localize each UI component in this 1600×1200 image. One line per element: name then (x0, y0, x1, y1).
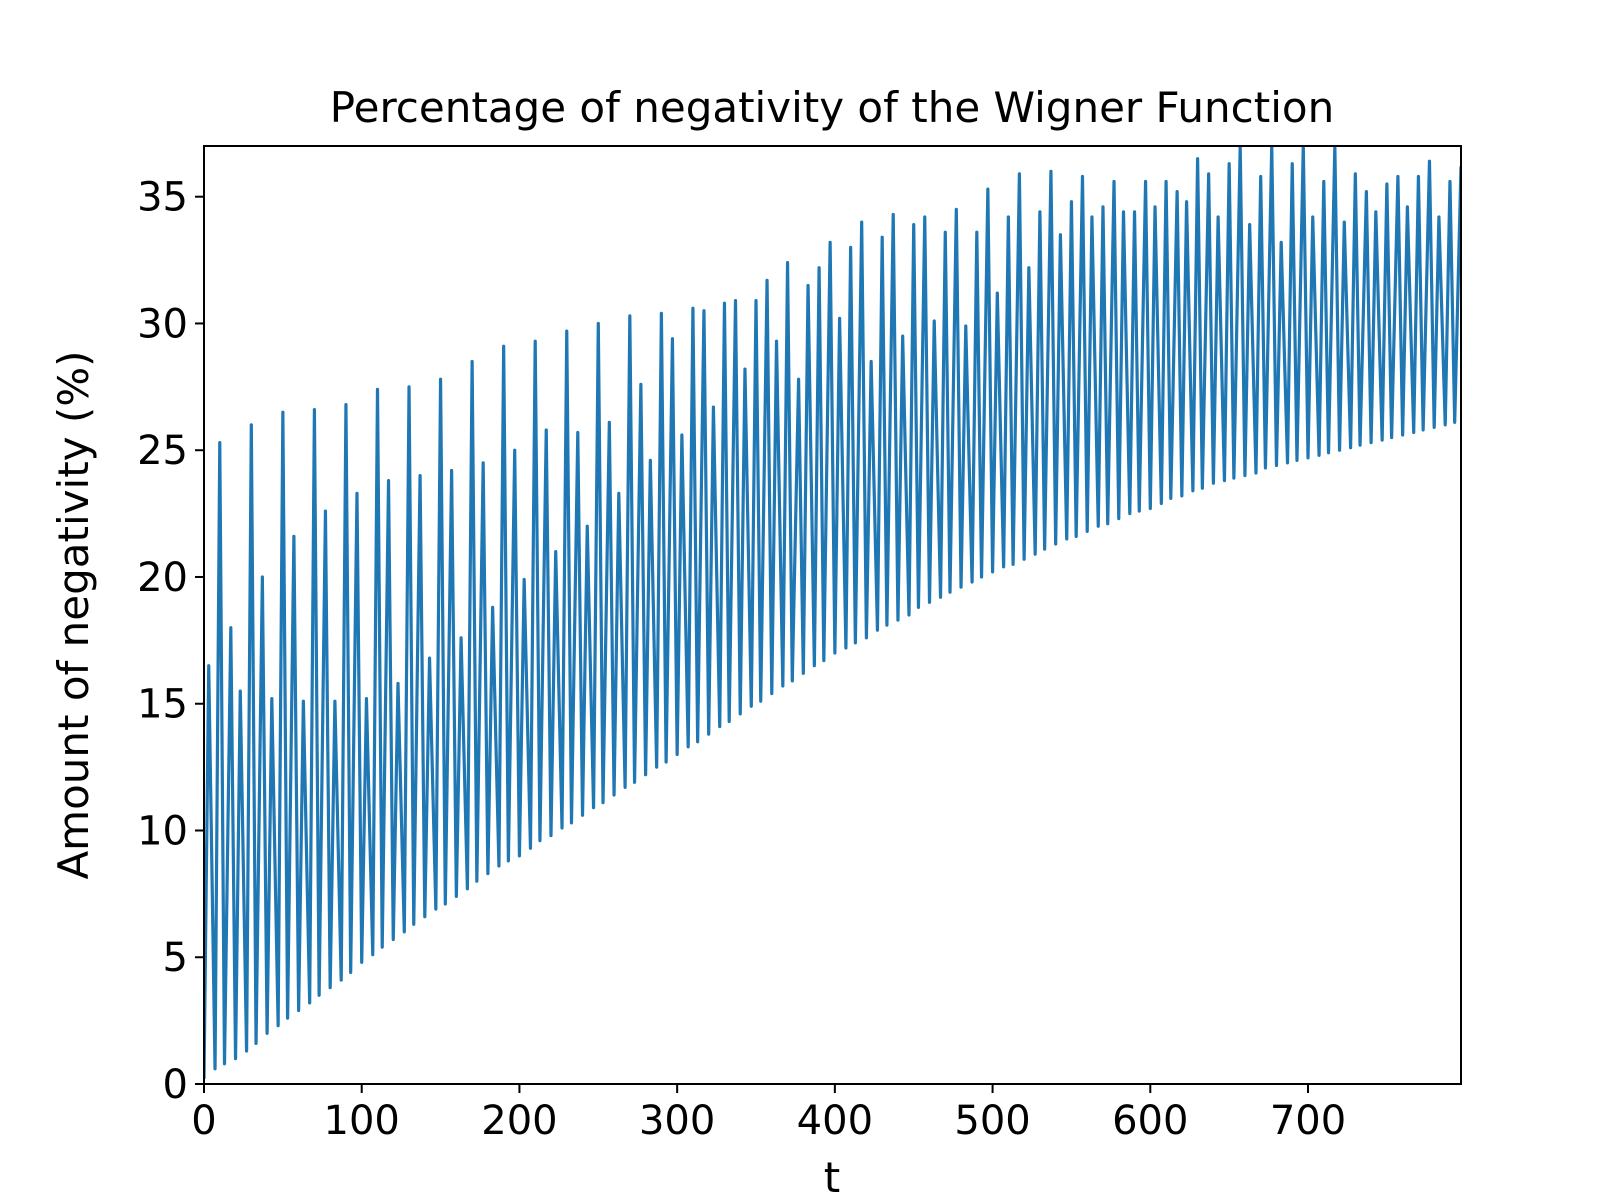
x-tick-label: 500 (954, 1098, 1030, 1144)
y-tick-label: 15 (137, 682, 188, 728)
x-axis-label: t (824, 1153, 840, 1200)
y-tick-label: 5 (163, 935, 188, 981)
y-tick-label: 20 (137, 555, 188, 601)
x-tick-label: 600 (1112, 1098, 1188, 1144)
y-tick-label: 35 (137, 175, 188, 221)
x-tick-label: 700 (1270, 1098, 1346, 1144)
data-line (204, 146, 1461, 1079)
y-tick-label: 10 (137, 808, 188, 854)
plot-frame (203, 145, 1462, 1085)
y-tick-label: 25 (137, 428, 188, 474)
x-tick-label: 100 (324, 1098, 400, 1144)
y-tick-label: 30 (137, 301, 188, 347)
x-tick-label: 400 (797, 1098, 873, 1144)
y-tick-label: 0 (163, 1062, 188, 1108)
x-tick-label: 0 (191, 1098, 216, 1144)
y-axis-label: Amount of negativity (%) (49, 350, 98, 879)
x-tick-label: 200 (481, 1098, 557, 1144)
x-tick-label: 300 (639, 1098, 715, 1144)
chart-title: Percentage of negativity of the Wigner F… (330, 83, 1334, 132)
